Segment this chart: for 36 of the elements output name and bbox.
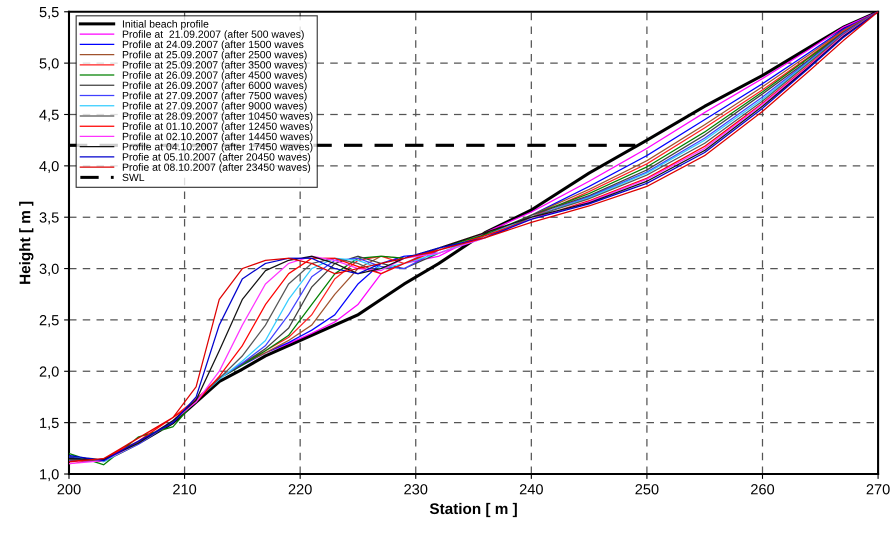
- x-tick-label: 260: [751, 484, 774, 494]
- x-axis-title: Station [ m ]: [430, 502, 517, 518]
- legend-label: Profile at 21.09.2007 (after 500 waves): [122, 30, 304, 40]
- y-tick-label: 4,0: [39, 160, 59, 173]
- y-tick-label: 3,5: [40, 212, 59, 224]
- y-tick-label: 2,0: [40, 366, 59, 378]
- y-tick-label: 1,0: [40, 469, 59, 482]
- legend-label: Profile at 02.10.2007 (after 14450 waves): [122, 132, 312, 142]
- legend-label: Initial beach profile: [122, 20, 208, 30]
- y-tick-label: 2,5: [40, 315, 59, 328]
- x-tick-label: 210: [173, 484, 196, 494]
- y-tick-label: 5,5: [40, 7, 59, 19]
- legend-label: Profile at 28.09.2007 (after 10450 waves): [122, 112, 312, 122]
- legend-label: Profile at 24.09.2007 (after 1500 waves: [122, 40, 304, 50]
- legend-label: Profile at 01.10.2007 (after 12450 waves): [122, 122, 312, 132]
- y-axis-title: Height [ m ]: [19, 202, 34, 284]
- x-tick-label: 230: [404, 484, 428, 494]
- x-tick-label: 270: [866, 484, 890, 494]
- x-tick-label: 200: [58, 484, 81, 494]
- legend-label: Profile at 04.10.2007 (after 17450 waves): [122, 142, 312, 152]
- x-tick-label: 250: [635, 484, 659, 494]
- legend-label: Profile at 27.09.2007 (after 9000 waves): [122, 102, 307, 112]
- legend-label: Profile at 26.09.2007 (after 4500 waves): [122, 71, 307, 81]
- y-tick-label: 1,5: [40, 418, 59, 430]
- y-tick-label: 5,0: [40, 58, 59, 70]
- legend-label: Profile at 27.09.2007 (after 7500 waves): [122, 92, 307, 102]
- x-tick-label: 220: [288, 484, 312, 494]
- legend-label: Profile at 26.09.2007 (after 6000 waves): [122, 81, 307, 92]
- legend-label: Profile at 25.09.2007 (after 2500 waves): [122, 50, 307, 60]
- legend-label: Profile at 25.09.2007 (after 3500 waves): [122, 60, 307, 71]
- legend-label: Profie at 08.10.2007 (after 23450 waves): [122, 163, 310, 173]
- x-tick-label: 240: [520, 484, 543, 494]
- y-tick-label: 3,0: [40, 264, 59, 276]
- legend-label: SWL: [122, 174, 144, 182]
- y-tick-label: 4,5: [39, 110, 59, 122]
- legend-label: Profie at 05.10.2007 (after 20450 waves): [122, 152, 310, 163]
